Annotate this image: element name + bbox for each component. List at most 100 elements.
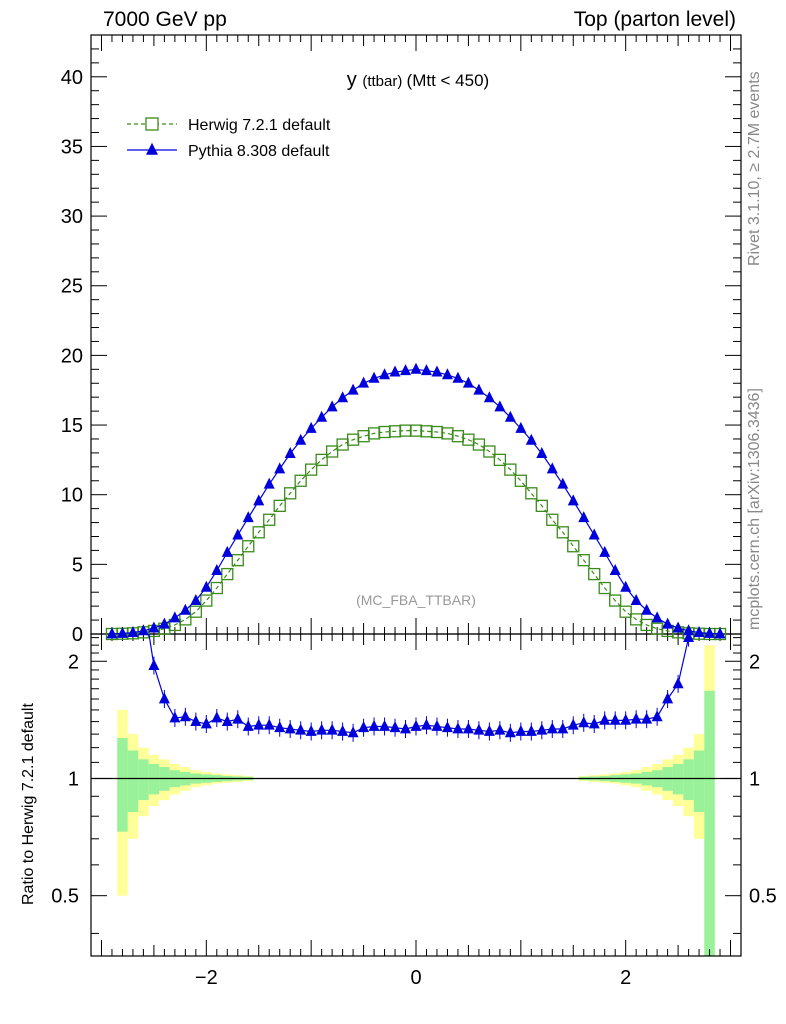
herwig-point	[221, 567, 234, 581]
pythia-ratio-point	[326, 723, 338, 735]
pythia-point	[116, 626, 128, 638]
pythia-point	[431, 365, 443, 377]
band-inner-bin	[127, 750, 139, 813]
herwig-point	[357, 430, 370, 443]
pythia-point	[263, 477, 275, 489]
pythia-ratio-point	[599, 713, 611, 725]
herwig-point	[336, 438, 349, 451]
pythia-ratio-point	[232, 712, 244, 724]
pythia-ratio-point	[179, 710, 191, 722]
pythia-ratio-point	[536, 723, 548, 735]
pythia-ratio-point	[441, 721, 453, 733]
pythia-point	[284, 447, 296, 459]
band-inner-bin	[117, 738, 128, 832]
pythia-point	[337, 391, 349, 403]
pythia-ratio-point	[620, 713, 632, 725]
pythia-point	[316, 410, 328, 422]
pythia-ratio-point	[347, 726, 359, 738]
pythia-point	[567, 494, 579, 506]
herwig-point	[294, 474, 307, 487]
pythia-ratio-point	[557, 722, 569, 734]
herwig-point	[535, 499, 548, 512]
pythia-point	[389, 365, 401, 377]
band-inner-bin	[148, 763, 160, 795]
pythia-ratio-point	[358, 721, 370, 733]
herwig-point	[525, 487, 538, 500]
pythia-ratio-point	[263, 718, 275, 730]
pythia-ratio-point	[200, 717, 212, 729]
pythia-point	[494, 400, 506, 412]
herwig-point	[252, 526, 265, 539]
pythia-point	[295, 433, 307, 445]
pythia-ratio-point	[546, 722, 558, 734]
herwig-point	[588, 567, 601, 581]
pythia-point	[515, 421, 527, 433]
herwig-point	[577, 554, 590, 567]
pythia-ratio-point	[148, 658, 160, 670]
band-inner-bin	[672, 763, 684, 795]
pythia-ratio-point	[242, 719, 254, 731]
pythia-ratio-point	[274, 721, 286, 733]
herwig-point	[567, 540, 580, 553]
pythia-point	[704, 626, 716, 638]
x-tick-label: 2	[620, 967, 631, 989]
pythia-ratio-point	[662, 692, 674, 704]
pythia-point	[504, 410, 516, 422]
pythia-point	[253, 494, 265, 506]
herwig-point	[609, 594, 622, 607]
y-tick-label: 10	[61, 485, 83, 507]
pythia-point	[127, 626, 139, 638]
herwig-point	[273, 499, 286, 512]
y-tick-label: 0	[72, 624, 83, 646]
pythia-point	[609, 564, 621, 576]
pythia-point	[620, 580, 632, 592]
herwig-point	[305, 463, 318, 476]
pythia-point	[578, 511, 590, 523]
pythia-ratio-point	[389, 721, 401, 733]
pythia-ratio-point	[483, 724, 495, 736]
pythia-point	[641, 603, 653, 615]
pythia-ratio-point	[295, 723, 307, 735]
ratio-band-outer	[117, 645, 715, 956]
pythia-point	[462, 376, 474, 388]
herwig-point	[189, 605, 202, 618]
herwig-point	[546, 513, 559, 526]
pythia-point	[410, 362, 422, 374]
herwig-point	[619, 605, 632, 618]
pythia-point	[662, 617, 674, 629]
herwig-point	[315, 453, 328, 467]
pythia-point	[630, 593, 642, 605]
pythia-point	[672, 621, 684, 633]
pythia-ratio-point	[504, 726, 516, 738]
pythia-ratio-point	[494, 723, 506, 735]
pythia-point	[148, 621, 160, 633]
header-right: Top (parton level)	[573, 8, 736, 31]
band-inner-bin	[138, 759, 149, 801]
pythia-ratio-point	[316, 723, 328, 735]
pythia-ratio-point	[169, 711, 181, 723]
pythia-ratio-point	[211, 711, 223, 723]
pythia-point	[347, 383, 359, 395]
pythia-ratio-point	[400, 722, 412, 734]
pythia-ratio-point	[221, 714, 233, 726]
ratio-y-tick-label-right: 0.5	[749, 886, 777, 908]
pythia-ratio-point	[683, 634, 695, 643]
herwig-point	[263, 513, 276, 526]
legend-herwig-marker	[145, 117, 159, 131]
pythia-point	[169, 611, 181, 623]
pythia-ratio-point	[368, 719, 380, 731]
header-left: 7000 GeV pp	[103, 8, 227, 31]
y-tick-label: 20	[61, 345, 83, 367]
pythia-ratio-point	[138, 592, 149, 603]
pythia-ratio-point	[578, 716, 590, 728]
pythia-ratio-point	[337, 724, 349, 736]
pythia-ratio-point	[525, 724, 537, 736]
y-tick-label: 25	[61, 276, 83, 298]
pythia-ratio-point	[609, 713, 621, 725]
pythia-point	[546, 462, 558, 474]
band-inner-bin	[693, 750, 705, 813]
herwig-point	[231, 554, 244, 567]
pythia-point	[400, 364, 412, 376]
ratio-y-tick-label: 0.5	[51, 886, 79, 908]
herwig-point	[493, 453, 507, 467]
